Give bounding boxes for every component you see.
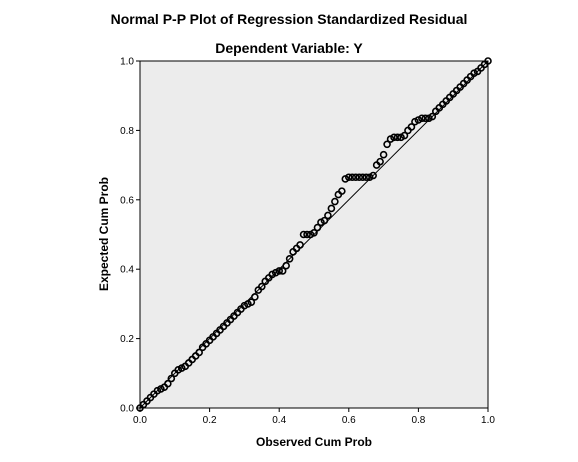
x-axis-label: Observed Cum Prob (256, 435, 372, 449)
y-axis: 0.0 0.2 0.4 0.6 0.8 1.0 (120, 57, 140, 415)
data-point (324, 211, 332, 220)
data-point (310, 228, 318, 237)
data-point (484, 57, 492, 65)
data-point (418, 114, 426, 123)
data-point (313, 223, 322, 232)
y-tick-label: 1.0 (120, 57, 134, 68)
data-point (320, 216, 329, 225)
x-axis: 0.0 0.2 0.4 0.6 0.8 1.0 (133, 408, 495, 426)
y-tick-label: 0.6 (120, 195, 134, 206)
data-point (282, 261, 290, 270)
data-point (167, 374, 176, 383)
data-point (195, 348, 203, 357)
data-point (355, 173, 364, 182)
chart-subtitle: Dependent Variable: Y (215, 40, 363, 56)
data-point (393, 133, 402, 142)
x-tick-label: 0.0 (133, 415, 147, 426)
data-point (275, 267, 284, 275)
data-point (376, 157, 384, 166)
data-point (299, 230, 308, 239)
y-tick-label: 0.8 (120, 126, 134, 137)
data-point (344, 173, 353, 182)
data-point (338, 187, 346, 195)
data-point (164, 379, 172, 388)
data-point (400, 131, 409, 140)
data-point (296, 241, 304, 249)
y-tick-label: 0.4 (120, 265, 134, 276)
data-point (257, 282, 266, 291)
x-tick-label: 1.0 (481, 415, 495, 426)
data-points (136, 57, 492, 412)
data-point (383, 140, 391, 149)
x-tick-label: 0.2 (203, 415, 217, 426)
data-point (390, 133, 398, 142)
data-point (369, 171, 377, 180)
data-point (278, 267, 287, 275)
y-axis-label: Expected Cum Prob (97, 177, 111, 291)
data-point (331, 197, 339, 206)
data-point (407, 123, 416, 131)
data-point (428, 112, 437, 121)
data-point (362, 173, 371, 182)
chart-title: Normal P-P Plot of Regression Standardiz… (111, 11, 468, 27)
data-point (327, 204, 336, 213)
data-point (348, 173, 357, 182)
data-point (421, 114, 430, 123)
x-tick-label: 0.6 (342, 415, 356, 426)
data-point (285, 254, 294, 263)
data-point (251, 293, 259, 301)
data-point (358, 173, 367, 182)
y-tick-label: 0.2 (120, 334, 134, 345)
data-point (303, 230, 311, 239)
data-point (247, 298, 256, 306)
x-tick-label: 0.8 (411, 415, 425, 426)
y-tick-label: 0.0 (120, 404, 134, 415)
data-point (379, 150, 388, 159)
data-point (351, 173, 360, 182)
x-tick-label: 0.4 (272, 415, 286, 426)
